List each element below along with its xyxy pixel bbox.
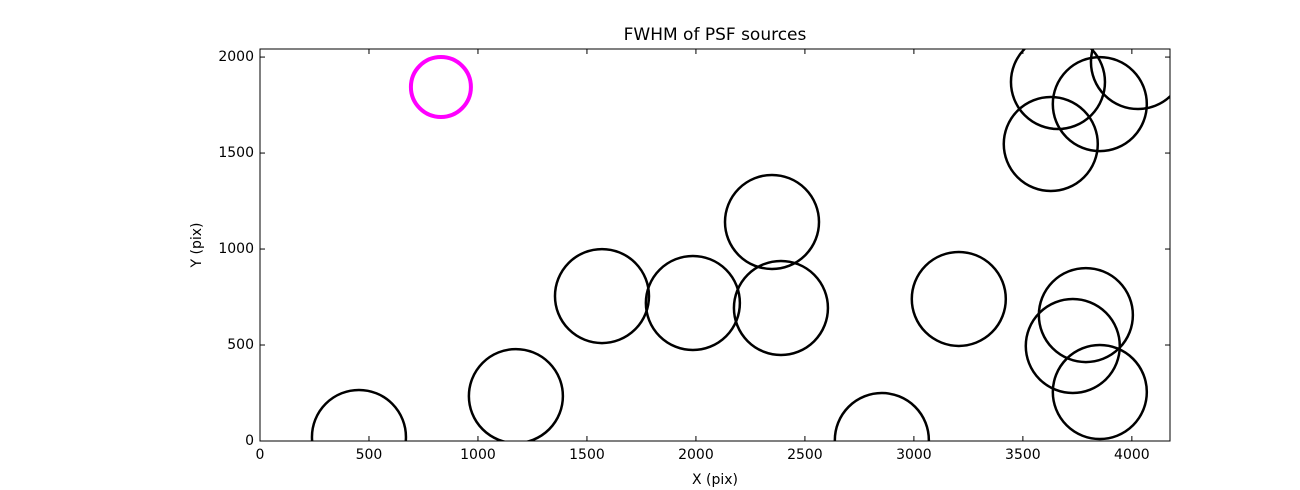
point [1089, 49, 1170, 111]
x-tick-label: 4000 [1114, 447, 1150, 463]
point [732, 259, 830, 357]
point [467, 347, 565, 441]
x-tick-label: 0 [256, 447, 265, 463]
point [833, 391, 931, 441]
point [644, 254, 742, 352]
point [553, 247, 651, 345]
point [408, 55, 473, 120]
x-tick-label: 1000 [460, 447, 496, 463]
point [1024, 297, 1122, 395]
plot-area [310, 49, 1170, 441]
y-tick-label: 0 [245, 433, 254, 449]
x-tick-label: 2500 [787, 447, 823, 463]
y-axis-label: Y (pix) [189, 223, 205, 269]
x-axis-label: X (pix) [692, 472, 738, 488]
x-tick-label: 2000 [678, 447, 714, 463]
point [1002, 95, 1100, 193]
y-tick-label: 2000 [218, 49, 254, 65]
x-tick-label: 3500 [1005, 447, 1041, 463]
point [310, 388, 408, 441]
y-tick-label: 1500 [218, 145, 254, 161]
point [723, 173, 821, 271]
y-tick-label: 500 [227, 337, 254, 353]
point [1051, 55, 1149, 153]
point [1009, 49, 1107, 131]
chart-title: FWHM of PSF sources [624, 25, 807, 45]
point [1051, 343, 1149, 441]
x-tick-label: 1500 [569, 447, 605, 463]
x-tick-label: 3000 [896, 447, 932, 463]
axes-frame [259, 48, 1171, 442]
point [910, 250, 1008, 348]
y-tick-label: 1000 [218, 241, 254, 257]
x-tick-label: 500 [356, 447, 383, 463]
